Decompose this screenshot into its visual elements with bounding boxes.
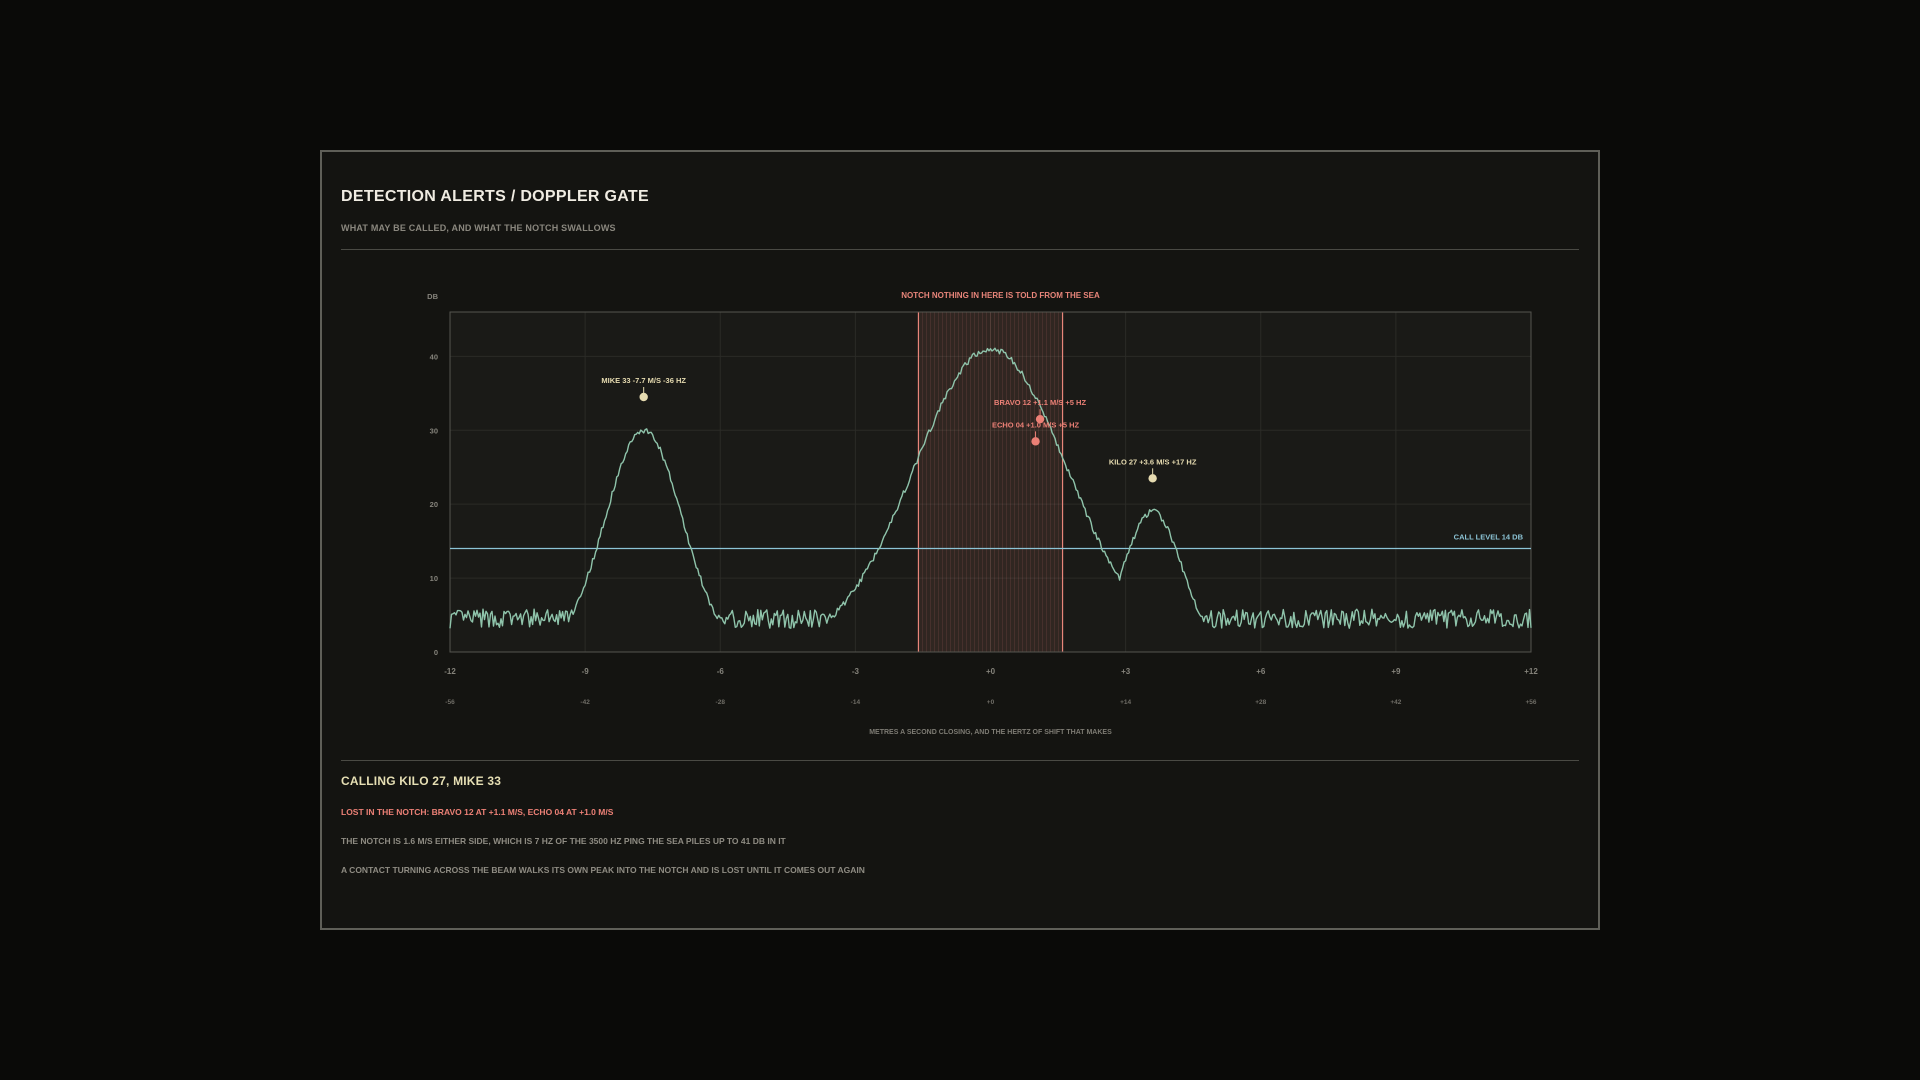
page-subtitle: WHAT MAY BE CALLED, AND WHAT THE NOTCH S… xyxy=(341,223,616,233)
y-axis-label: DB xyxy=(427,292,438,301)
notch-note: THE NOTCH IS 1.6 M/S EITHER SIDE, WHICH … xyxy=(341,836,786,846)
page-title: DETECTION ALERTS / DOPPLER GATE xyxy=(341,188,649,205)
x-tick-hz-label: -56 xyxy=(445,699,455,706)
y-tick-label: 0 xyxy=(434,648,438,657)
y-tick-label: 20 xyxy=(430,500,438,509)
spectrum-trace xyxy=(449,347,1532,629)
y-tick-label: 30 xyxy=(430,426,438,435)
call-level-label: CALL LEVEL 14 DB xyxy=(1454,533,1524,542)
contact-marker xyxy=(1148,474,1157,483)
contact-label: KILO 27 +3.6 M/S +17 HZ xyxy=(1109,457,1197,466)
y-tick-label: 40 xyxy=(430,352,438,361)
divider-bottom xyxy=(341,760,1579,761)
x-tick-label: +3 xyxy=(1121,667,1131,676)
lost-contacts-line: LOST IN THE NOTCH: BRAVO 12 AT +1.1 M/S,… xyxy=(341,807,614,817)
beam-note: A CONTACT TURNING ACROSS THE BEAM WALKS … xyxy=(341,865,865,875)
contact-label: BRAVO 12 +1.1 M/S +5 HZ xyxy=(994,398,1086,407)
x-tick-hz-label: -28 xyxy=(716,699,726,706)
x-tick-label: -3 xyxy=(852,667,860,676)
x-axis-label: METRES A SECOND CLOSING, AND THE HERTZ O… xyxy=(869,729,1112,736)
x-tick-hz-label: -14 xyxy=(851,699,861,706)
x-tick-hz-label: +56 xyxy=(1525,699,1536,706)
plot-frame xyxy=(449,311,1532,653)
contact-marker xyxy=(1031,437,1040,446)
x-tick-hz-label: -42 xyxy=(580,699,590,706)
x-tick-label: +6 xyxy=(1256,667,1266,676)
contact-marker xyxy=(1035,414,1045,424)
x-tick-hz-label: +0 xyxy=(987,699,995,706)
contact-label: ECHO 04 +1.0 M/S +5 HZ xyxy=(992,420,1080,429)
x-tick-hz-label: +42 xyxy=(1390,699,1401,706)
x-tick-hz-label: +28 xyxy=(1255,699,1266,706)
x-tick-hz-label: +14 xyxy=(1120,699,1131,706)
calls-title: CALLING KILO 27, MIKE 33 xyxy=(341,774,502,788)
detection-panel: DETECTION ALERTS / DOPPLER GATE WHAT MAY… xyxy=(320,150,1600,930)
x-tick-label: +0 xyxy=(986,667,996,676)
x-tick-label: -6 xyxy=(717,667,725,676)
x-tick-label: +12 xyxy=(1524,667,1538,676)
doppler-chart: CALL LEVEL 14 DB 0 10 20 30 40 DB -12 -56 -9 -42 -6… xyxy=(427,291,1538,736)
notch-title: NOTCH NOTHING IN HERE IS TOLD FROM THE S… xyxy=(901,291,1100,300)
divider-top xyxy=(341,249,1579,250)
x-tick-label: +9 xyxy=(1391,667,1401,676)
contact-label: MIKE 33 -7.7 M/S -36 HZ xyxy=(601,376,686,385)
contact-marker xyxy=(639,392,648,402)
x-tick-label: -9 xyxy=(582,667,590,676)
x-tick-label: -12 xyxy=(444,667,456,676)
notch-band xyxy=(918,312,1063,652)
y-tick-label: 10 xyxy=(430,574,438,583)
